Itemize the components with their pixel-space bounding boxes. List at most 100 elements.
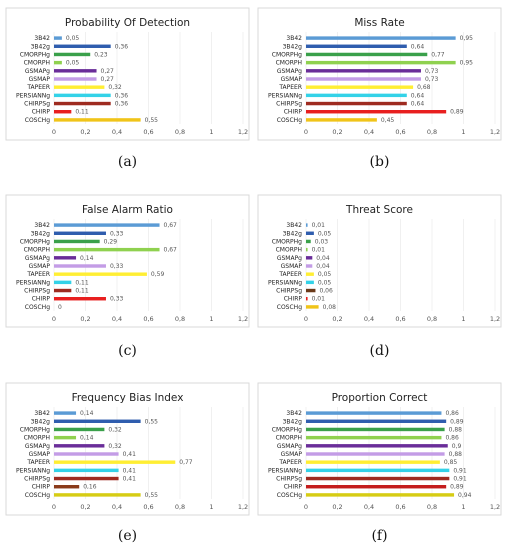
category-label: CMORPHg [20,426,50,433]
x-tick-label: 0 [304,503,308,511]
data-label: 0,14 [80,435,94,442]
category-label: GSMAP [281,451,303,458]
category-label: CHIRPSg [276,288,302,295]
data-label: 0,64 [411,101,425,108]
bar [306,247,308,252]
data-label: 0,91 [453,476,467,483]
data-label: 0,77 [179,459,193,466]
x-tick-label: 0,2 [80,128,90,136]
bar [54,419,141,423]
x-tick-label: 1,2 [238,128,248,136]
bar [306,223,308,227]
data-label: 0,06 [319,288,333,295]
bar [54,460,176,464]
category-label: GSMAPg [277,255,302,262]
category-label: 3B42g [31,230,51,237]
data-label: 0,14 [80,410,94,417]
data-label: 0,64 [411,43,425,50]
chart-panel: Miss Rate 0 0,2 0,4 0,6 0,8 1 1,2 3B42 0,95 3B42g 0… [257,7,502,170]
bar [54,297,106,301]
bar [306,272,314,276]
x-tick-label: 1,2 [238,503,248,511]
data-label: 0,88 [449,426,463,433]
x-tick-label: 1 [209,128,213,136]
data-label: 0,04 [316,263,330,270]
bar [54,452,119,456]
category-label: CMORPH [276,435,302,442]
x-tick-label: 0,6 [143,503,153,511]
category-label: CHIRP [284,484,303,491]
bar [54,256,77,260]
subfigure-caption: (e) [118,528,137,544]
bar [306,435,442,440]
category-label: GSMAPg [25,68,50,75]
category-label: GSMAP [29,263,51,270]
bar [54,52,91,57]
bar [54,247,160,252]
category-label: COSCHg [277,117,302,124]
category-label: COSCHg [25,117,50,124]
bar [306,485,447,489]
bar [306,427,445,432]
data-label: 0,41 [123,476,137,483]
data-label: 0,86 [445,435,459,442]
data-label: 0,95 [460,35,474,42]
category-label: CMORPH [24,60,50,67]
chart-title: Proportion Correct [332,392,428,404]
x-tick-label: 0 [52,128,56,136]
bar [54,444,105,448]
category-label: CMORPHg [272,426,302,433]
category-label: 3B42 [286,222,302,229]
x-tick-label: 0,4 [364,128,374,136]
bar [54,272,147,276]
panel-frame [257,7,502,141]
bar [54,36,62,40]
data-label: 0,33 [110,263,124,270]
bar [54,280,72,285]
data-label: 0,05 [66,35,80,42]
bar [54,411,77,415]
data-label: 0,27 [101,68,115,75]
x-tick-label: 0,4 [112,503,122,511]
bar [306,85,414,89]
category-label: COSCHg [277,492,302,499]
category-label: CHIRPSg [276,476,302,483]
category-label: 3B42g [283,43,303,50]
bar [54,60,62,65]
bar [306,60,456,65]
category-label: 3B42g [283,230,303,237]
category-label: CHIRPSg [24,101,50,108]
x-tick-label: 1,2 [490,128,500,136]
bar [306,239,311,244]
x-tick-label: 0 [304,315,308,323]
data-label: 0,01 [312,222,326,229]
bar [306,231,314,235]
bar [306,110,447,114]
bar [54,427,105,432]
chart-panel: Frequency Bias Index 0 0,2 0,4 0,6 0,8 1 1,2 3B4… [5,382,250,544]
data-label: 0,41 [123,467,137,474]
data-label: 0,16 [83,484,97,491]
category-label: GSMAP [29,451,51,458]
data-label: 0,88 [449,451,463,458]
category-label: TAPEER [26,84,50,91]
category-label: GSMAPg [277,68,302,75]
x-tick-label: 1 [209,315,213,323]
category-label: PERSIANNg [268,279,302,286]
category-label: COSCHg [25,304,50,311]
panel-frame [5,194,250,328]
x-tick-label: 0,8 [427,128,437,136]
category-label: 3B42g [283,418,303,425]
bar [306,118,377,122]
chart-panel: Probability Of Detection 0 0,2 0,4 0,6 0,8 1 1,… [5,7,250,170]
category-label: CMORPH [276,60,302,67]
chart-title: Threat Score [345,204,413,216]
data-label: 0,68 [417,84,431,91]
category-label: GSMAPg [25,255,50,262]
category-label: GSMAPg [277,443,302,450]
category-label: CHIRPSg [24,476,50,483]
category-label: PERSIANNg [16,467,50,474]
chart-title: Miss Rate [354,17,404,29]
data-label: 0,55 [145,117,159,124]
